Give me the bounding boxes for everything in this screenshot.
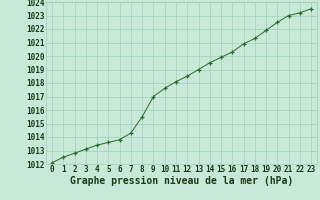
X-axis label: Graphe pression niveau de la mer (hPa): Graphe pression niveau de la mer (hPa): [70, 176, 293, 186]
